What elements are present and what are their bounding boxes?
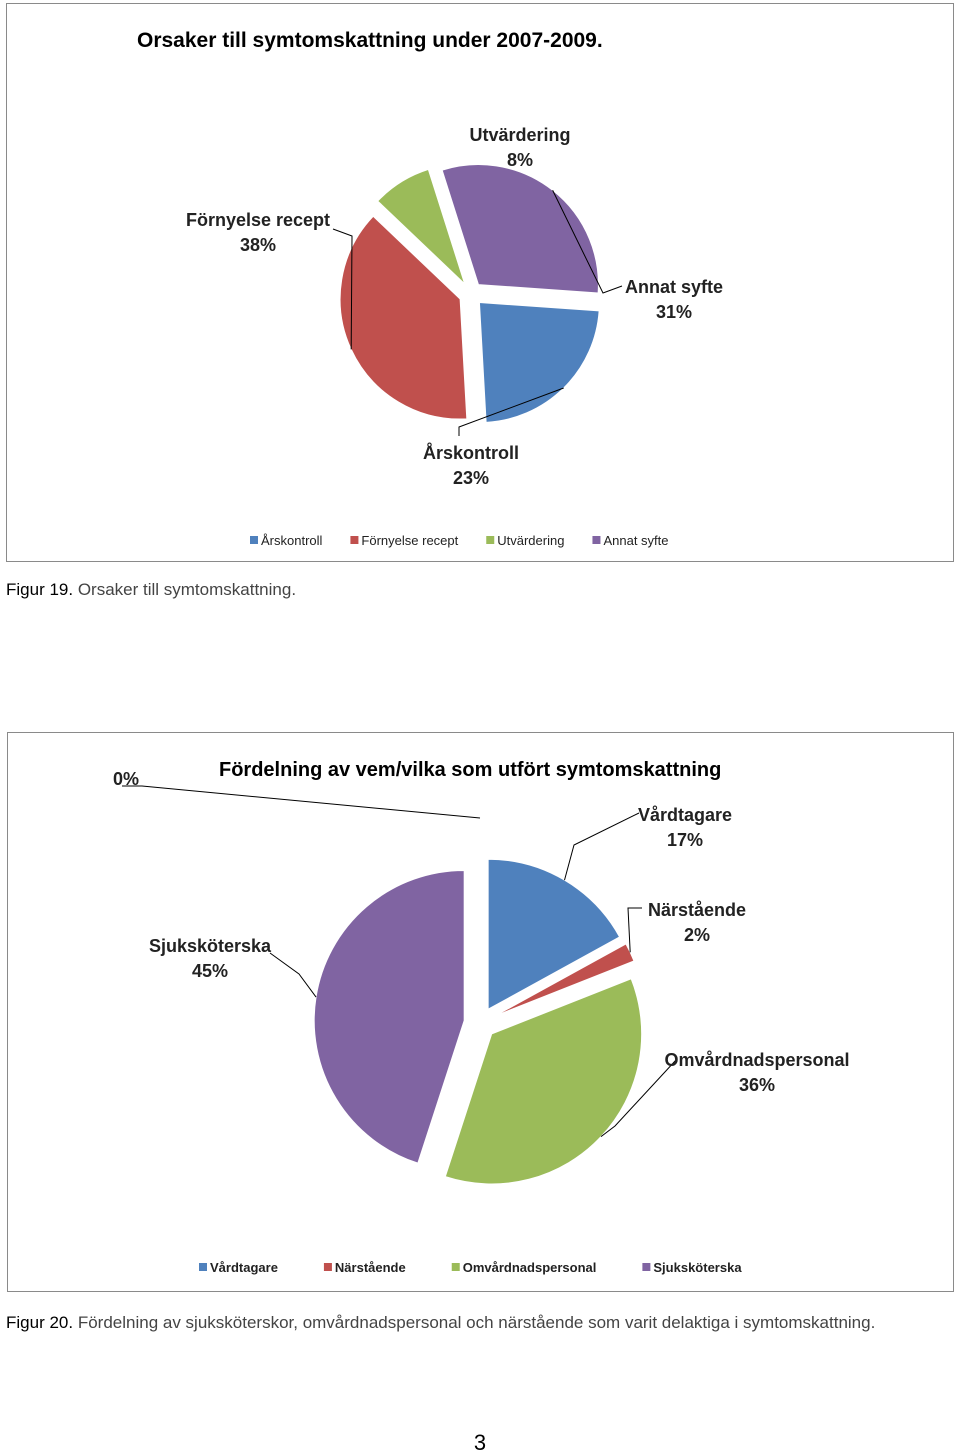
page-number: 3: [473, 1430, 487, 1455]
pie-slice-annat-syfte: [441, 164, 599, 294]
legend-swatch-annat-syfte: [592, 536, 601, 544]
chart-orsaker: Orsaker till symtomskattning under 2007-…: [6, 3, 954, 562]
pie-chart-fordelning: Fördelning av vem/vilka som utfört symto…: [113, 759, 850, 1275]
slice-value-annat-syfte: 31%: [656, 302, 692, 322]
legend-label-vardtagare: Vårdtagare: [210, 1260, 278, 1275]
slice-label-utvardering: Utvärdering: [469, 125, 570, 145]
slice-value-utvardering: 8%: [507, 150, 533, 170]
pie-slice-utvardering: [377, 168, 466, 285]
legend-label-annat-syfte: Annat syfte: [603, 533, 668, 548]
slice-label-narstaende: Närstående: [648, 900, 746, 920]
legend-label-narstaende: Närstående: [335, 1260, 406, 1275]
legend-swatch-narstaende: [323, 1263, 332, 1271]
slice-value-omvardnadspersonal: 36%: [739, 1075, 775, 1095]
slice-label-fornyelse-recept: Förnyelse recept: [186, 210, 330, 230]
figure-19-text: Orsaker till symtomskattning.: [73, 580, 297, 599]
leader-line-arskontroll: [458, 387, 564, 436]
slice-value-vardtagare: 17%: [667, 830, 703, 850]
figure-20-text: Fördelning av sjuksköterskor, omvårdnads…: [73, 1313, 876, 1332]
pie-slice-arskontroll: [478, 302, 600, 423]
slice-value-arskontroll: 23%: [453, 468, 489, 488]
chart-title: Fördelning av vem/vilka som utfört symto…: [219, 759, 721, 781]
legend-swatch-arskontroll: [250, 536, 258, 544]
legend-swatch-omvardnadspersonal: [451, 1263, 460, 1271]
leader-line-omvardnadspersonal: [600, 1059, 677, 1138]
leader-line-sjukskoterska: [269, 952, 317, 998]
legend-swatch-utvardering: [486, 536, 495, 544]
legend-label-fornyelse-recept: Förnyelse recept: [361, 533, 458, 548]
pie-chart-orsaker: Orsaker till symtomskattning under 2007-…: [137, 29, 723, 548]
pie-slice-omvardnadspersonal: [444, 978, 643, 1185]
slice-label-vardtagare: Vårdtagare: [638, 805, 732, 825]
slice-label-omvardnadspersonal: Omvårdnadspersonal: [664, 1050, 849, 1070]
leader-line-vardtagare: [564, 812, 640, 881]
leader-line-zero: [122, 785, 481, 819]
figure-19-caption: Figur 19. Orsaker till symtomskattning.: [6, 580, 296, 600]
leader-line-annat-syfte: [552, 190, 623, 294]
chart-title: Orsaker till symtomskattning under 2007-…: [137, 29, 603, 52]
chart-fordelning: Fördelning av vem/vilka som utfört symto…: [7, 732, 954, 1292]
legend-label-arskontroll: Årskontroll: [261, 533, 323, 548]
legend-swatch-fornyelse-recept: [350, 536, 359, 544]
pie-slice-sjukskoterska: [313, 869, 465, 1164]
slice-value-sjukskoterska: 45%: [192, 961, 228, 981]
slice-label-sjukskoterska: Sjuksköterska: [149, 936, 272, 956]
figure-20-label: Figur 20.: [6, 1313, 74, 1332]
leader-line-fornyelse-recept: [332, 228, 353, 350]
zero-percent-label: 0%: [113, 769, 139, 789]
leader-line-narstaende: [627, 907, 642, 953]
legend-label-utvardering: Utvärdering: [497, 533, 564, 548]
legend-swatch-vardtagare: [199, 1263, 207, 1271]
figure-19-label: Figur 19.: [6, 580, 74, 599]
figure-20-caption: Figur 20. Fördelning av sjuksköterskor, …: [6, 1313, 875, 1333]
slice-label-arskontroll: Årskontroll: [423, 443, 519, 463]
slice-label-annat-syfte: Annat syfte: [625, 277, 723, 297]
legend-label-omvardnadspersonal: Omvårdnadspersonal: [463, 1260, 597, 1275]
legend-label-sjukskoterska: Sjuksköterska: [653, 1260, 742, 1275]
slice-value-fornyelse-recept: 38%: [240, 235, 276, 255]
slice-value-narstaende: 2%: [684, 925, 710, 945]
legend-swatch-sjukskoterska: [642, 1263, 651, 1271]
